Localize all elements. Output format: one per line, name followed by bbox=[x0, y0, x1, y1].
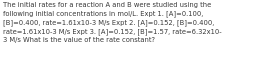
Text: The initial rates for a reaction A and B were studied using the
following initia: The initial rates for a reaction A and B… bbox=[3, 2, 222, 43]
